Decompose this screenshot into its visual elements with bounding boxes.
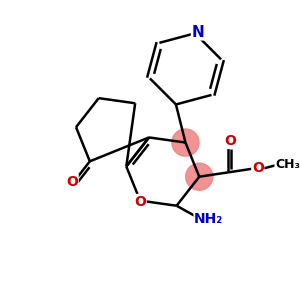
Text: O: O: [252, 161, 264, 175]
Circle shape: [172, 129, 199, 156]
Text: CH₃: CH₃: [275, 158, 300, 171]
Text: O: O: [224, 134, 236, 148]
Text: NH₂: NH₂: [194, 212, 224, 226]
Text: O: O: [134, 195, 146, 208]
Text: N: N: [191, 25, 204, 40]
Text: O: O: [66, 175, 78, 189]
Circle shape: [186, 163, 213, 190]
